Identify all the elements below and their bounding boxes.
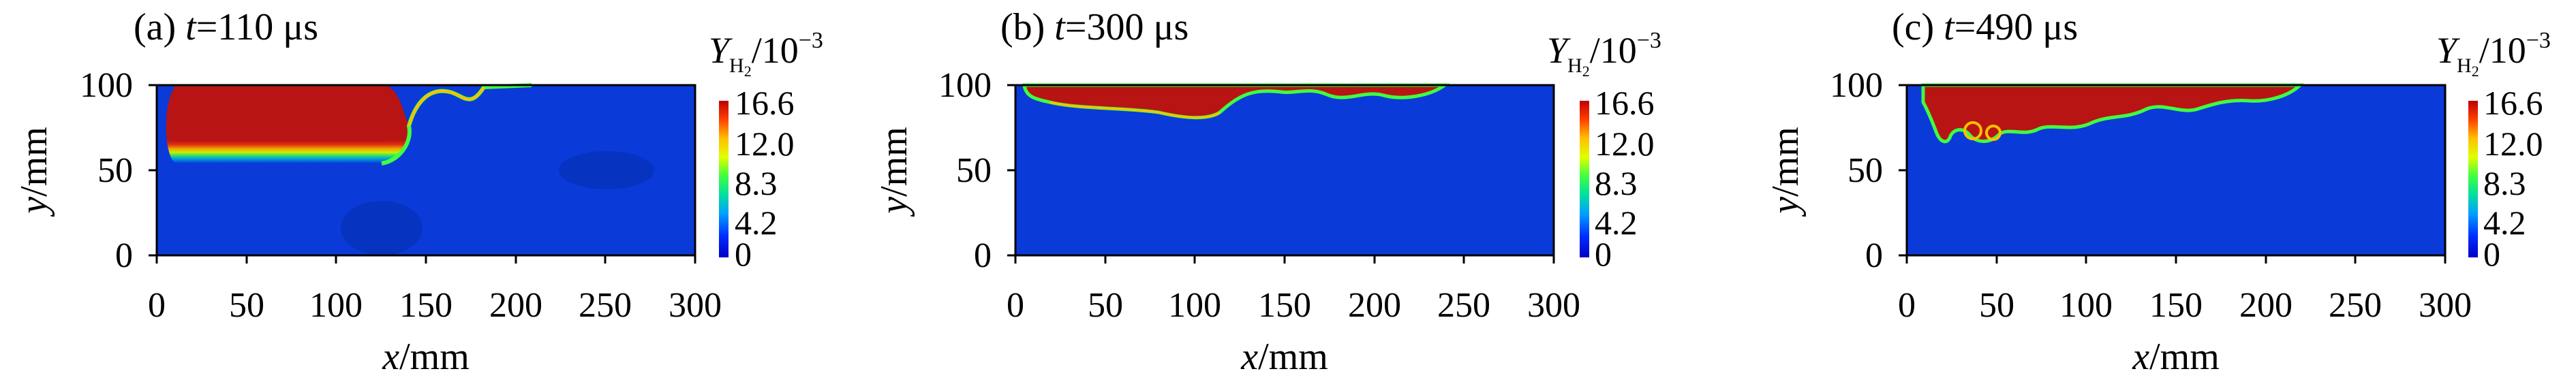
panel-c-vortex: [1963, 121, 1982, 140]
panel-c-y-label: y/mm: [1764, 127, 1807, 217]
colorbar-tick-label: 8.3: [1595, 164, 1638, 202]
panel-a-dark-patch: [559, 151, 654, 189]
colorbar-tick-label: 8.3: [2483, 164, 2526, 202]
panel-c-colorbar: YH2/10−3 16.6 12.0 8.3 4.2 0: [2436, 28, 2551, 273]
panel-c-y-tick-labels: 0 50 100: [1830, 66, 1883, 275]
panel-b-x-tick-labels: 0 50 100 150 200 250 300: [1007, 286, 1580, 325]
x-tick-label: 150: [1258, 286, 1311, 325]
panel-b-x-label: x/mm: [1240, 336, 1328, 378]
x-tick-label: 100: [1168, 286, 1221, 325]
panel-a-heatmap: [157, 83, 695, 255]
colorbar-tick-label: 16.6: [1595, 84, 1655, 122]
panel-c-title: (c) t=490 μs: [1892, 6, 2078, 48]
colorbar-tick-label: 0: [1595, 235, 1612, 273]
x-tick-label: 250: [579, 286, 632, 325]
colorbar-tick-label: 16.6: [2483, 84, 2543, 122]
y-tick-label: 50: [1847, 151, 1883, 190]
x-tick-label: 250: [1437, 286, 1490, 325]
x-tick-label: 0: [148, 286, 166, 325]
x-tick-label: 300: [1527, 286, 1580, 325]
panel-c-heatmap: [1907, 83, 2445, 255]
colorbar-tick-label: 4.2: [1595, 204, 1638, 242]
colorbar-scale: [719, 101, 729, 257]
panel-b-heatmap: [1015, 83, 1554, 255]
x-tick-label: 200: [2239, 286, 2293, 325]
x-tick-label: 0: [1007, 286, 1024, 325]
colorbar-tick-label: 16.6: [735, 84, 795, 122]
x-tick-label: 100: [309, 286, 363, 325]
panel-a-y-ticks: [149, 84, 157, 257]
colorbar-tick-label: 12.0: [735, 125, 795, 163]
panel-c: (c) t=490 μs 0 50 100 150 200 250 300 0 …: [1764, 6, 2551, 378]
x-tick-label: 300: [2419, 286, 2472, 325]
panel-a-y-tick-labels: 0 50 100: [80, 66, 133, 275]
colorbar-tick-label: 12.0: [1595, 125, 1655, 163]
colorbar-scale: [2468, 101, 2478, 257]
panel-a-colorbar: YH2/10−3 16.6 12.0 8.3 4.2 0: [709, 28, 823, 273]
x-tick-label: 150: [2149, 286, 2203, 325]
x-tick-label: 100: [2059, 286, 2113, 325]
panel-a-y-label: y/mm: [13, 127, 55, 217]
panel-a-dark-patch: [341, 201, 423, 255]
y-tick-label: 100: [80, 66, 133, 105]
x-tick-label: 200: [1348, 286, 1401, 325]
colorbar-label: YH2/10−3: [2436, 28, 2551, 80]
panel-b-colorbar: YH2/10−3 16.6 12.0 8.3 4.2 0: [1547, 28, 1661, 273]
x-tick-label: 50: [229, 286, 264, 325]
panel-b-y-label: y/mm: [873, 127, 915, 217]
panel-a-h2-core: [169, 85, 403, 142]
x-tick-label: 50: [1088, 286, 1123, 325]
panel-b-y-tick-labels: 0 50 100: [938, 66, 992, 275]
panel-c-x-tick-labels: 0 50 100 150 200 250 300: [1898, 286, 2472, 325]
panel-c-h2-region: [1921, 83, 2305, 144]
panel-b-interface: [1049, 101, 1221, 119]
colorbar-tick-label: 0: [2483, 235, 2500, 273]
x-tick-label: 200: [489, 286, 542, 325]
x-tick-label: 300: [669, 286, 722, 325]
colorbar-tick-label: 4.2: [735, 204, 778, 242]
colorbar-tick-label: 0: [735, 235, 752, 273]
x-tick-label: 50: [1979, 286, 2014, 325]
y-tick-label: 50: [956, 151, 992, 190]
panel-b-title: (b) t=300 μs: [1000, 6, 1189, 48]
y-tick-label: 0: [1865, 236, 1883, 275]
panel-b-y-ticks: [1007, 84, 1015, 257]
panel-a-x-tick-labels: 0 50 100 150 200 250 300: [148, 286, 722, 325]
colorbar-label: YH2/10−3: [709, 28, 823, 80]
panel-a: (a) t=110 μs 0 50 100 150 200 250 300: [13, 6, 823, 378]
x-tick-label: 150: [399, 286, 453, 325]
y-tick-label: 0: [115, 236, 133, 275]
panel-c-x-ticks: [1905, 255, 2447, 264]
panel-c-y-ticks: [1899, 84, 1907, 257]
panel-b-field: [1015, 85, 1554, 255]
colorbar-tick-label: 8.3: [735, 164, 778, 202]
x-tick-label: 250: [2329, 286, 2382, 325]
panel-c-x-label: x/mm: [2132, 336, 2220, 378]
colorbar-scale: [1580, 101, 1589, 257]
y-tick-label: 0: [974, 236, 992, 275]
colorbar-tick-label: 4.2: [2483, 204, 2526, 242]
x-tick-label: 0: [1898, 286, 1916, 325]
y-tick-label: 50: [97, 151, 133, 190]
colorbar-tick-label: 12.0: [2483, 125, 2543, 163]
y-tick-label: 100: [938, 66, 992, 105]
panel-a-x-ticks: [155, 255, 696, 264]
panel-b-x-ticks: [1014, 255, 1555, 264]
panel-b: (b) t=300 μs 0 50 100 150 200 250 300 0 …: [873, 6, 1661, 378]
colorbar-label: YH2/10−3: [1547, 28, 1661, 80]
panel-a-x-label: x/mm: [382, 336, 470, 378]
panel-c-vortex: [1985, 125, 2002, 141]
panel-a-interface: [408, 86, 485, 127]
y-tick-label: 100: [1830, 66, 1883, 105]
panel-a-title: (a) t=110 μs: [134, 6, 318, 48]
